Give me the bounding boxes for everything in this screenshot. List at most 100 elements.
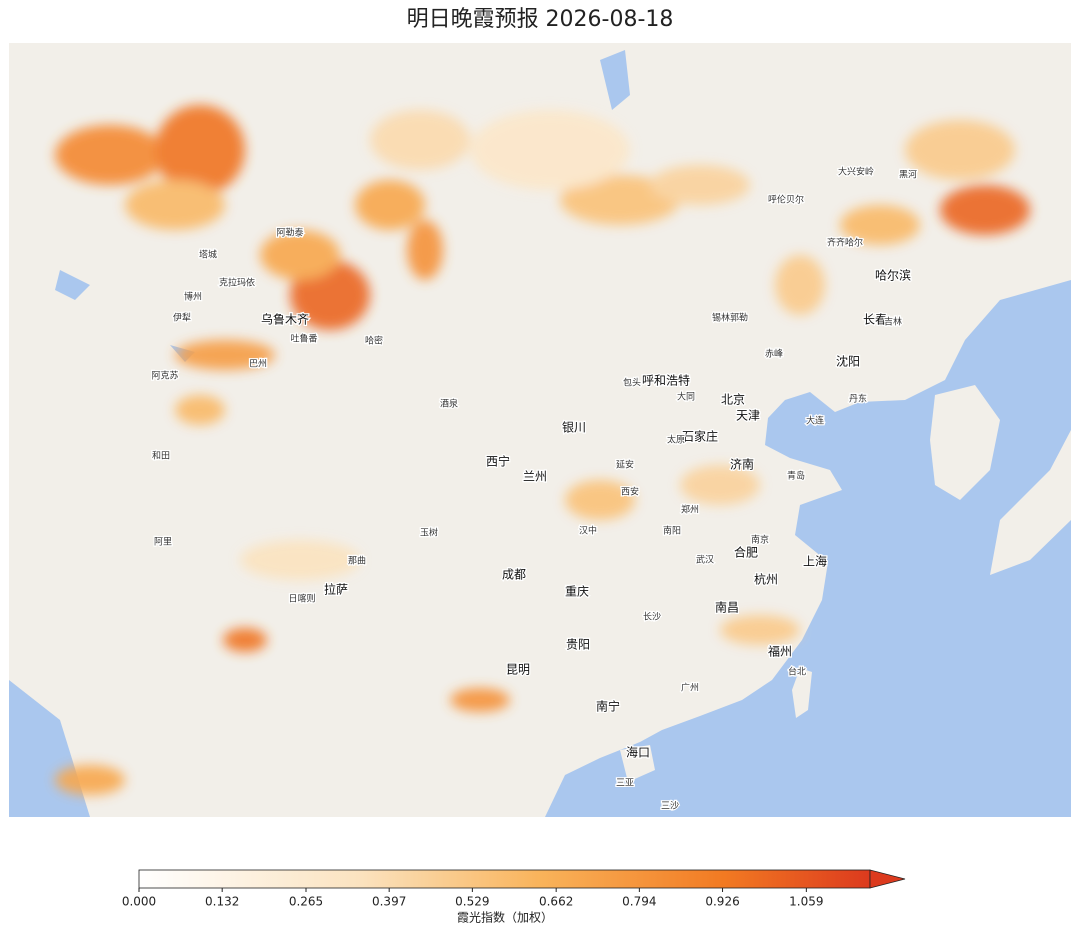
colorbar-tick-label: 1.059 xyxy=(789,895,823,909)
heat-cell xyxy=(355,180,425,230)
city-label: 锡林郭勒 xyxy=(712,312,748,324)
heat-cell xyxy=(260,230,340,280)
city-label: 哈密 xyxy=(365,335,383,347)
colorbar-tick-label: 0.529 xyxy=(455,895,489,909)
city-label: 拉萨 xyxy=(324,582,348,597)
city-label: 大兴安岭 xyxy=(838,166,874,178)
city-label: 吉林 xyxy=(884,316,902,328)
city-label: 包头 xyxy=(623,377,641,389)
city-label: 乌鲁木齐 xyxy=(261,312,309,327)
city-label: 哈尔滨 xyxy=(875,268,911,283)
city-label: 北京 xyxy=(721,393,745,407)
city-label: 重庆 xyxy=(565,585,589,599)
city-label: 合肥 xyxy=(734,545,758,560)
city-label: 沈阳 xyxy=(836,354,860,369)
city-label: 三亚 xyxy=(616,778,634,789)
city-label: 大同 xyxy=(677,391,695,403)
city-label: 汉中 xyxy=(579,525,597,537)
city-label: 台北 xyxy=(788,666,806,678)
city-label: 长沙 xyxy=(643,611,661,623)
heat-cell xyxy=(905,120,1015,180)
korea xyxy=(930,385,1000,500)
city-label: 福州 xyxy=(768,644,792,659)
heat-cell xyxy=(55,125,165,185)
city-label: 那曲 xyxy=(348,556,366,567)
heat-cell xyxy=(450,688,510,712)
city-label: 克拉玛依 xyxy=(219,277,255,289)
heat-cell xyxy=(560,175,680,225)
city-label: 上海 xyxy=(803,554,827,569)
city-label: 日喀则 xyxy=(288,593,315,605)
city-label: 成都 xyxy=(502,568,526,582)
city-label: 西安 xyxy=(621,486,639,498)
heat-cell xyxy=(680,465,760,505)
city-label: 呼和浩特 xyxy=(642,373,690,388)
hainan xyxy=(620,745,655,782)
title: 明日晚霞预报 2026-08-18 xyxy=(407,7,674,32)
city-label: 齐齐哈尔 xyxy=(827,237,863,249)
colorbar-tick-label: 0.662 xyxy=(539,895,573,909)
colorbar-tick-label: 0.000 xyxy=(122,895,156,909)
city-label: 丹东 xyxy=(849,393,867,405)
heat-cell xyxy=(370,110,470,170)
city-label: 南阳 xyxy=(663,525,681,537)
heat-cell xyxy=(565,480,635,520)
city-label: 昆明 xyxy=(506,663,530,677)
colorbar-tick-label: 0.132 xyxy=(205,895,239,909)
city-label: 阿克苏 xyxy=(151,370,178,382)
city-label: 巴州 xyxy=(249,359,267,370)
colorbar-tick-label: 0.265 xyxy=(289,895,323,909)
city-label: 太原 xyxy=(667,434,685,446)
city-label: 三沙 xyxy=(661,801,679,812)
city-label: 银川 xyxy=(562,421,586,435)
colorbar-tick-label: 0.397 xyxy=(372,895,406,909)
colorbar-tick-label: 0.926 xyxy=(705,895,739,909)
heat-cell xyxy=(175,340,275,370)
heat-cell xyxy=(155,105,245,195)
city-label: 海口 xyxy=(626,745,650,760)
city-label: 广州 xyxy=(681,682,699,694)
city-label: 贵阳 xyxy=(566,638,590,652)
heat-cell xyxy=(940,185,1030,235)
heat-layer xyxy=(55,105,1030,795)
heat-cell xyxy=(720,615,800,645)
city-label: 博州 xyxy=(184,291,202,303)
colorbar xyxy=(138,869,871,889)
city-label: 黑河 xyxy=(899,169,917,181)
city-label: 天津 xyxy=(736,409,760,423)
city-label: 武汉 xyxy=(696,554,714,566)
city-label: 大连 xyxy=(806,415,824,427)
heat-cell xyxy=(407,220,443,280)
colorbar-extend xyxy=(869,869,906,889)
city-label: 酒泉 xyxy=(440,398,458,410)
city-label: 济南 xyxy=(730,457,754,472)
city-label: 杭州 xyxy=(754,572,778,587)
colorbar-ticks: 0.000 0.132 0.265 0.397 0.529 0.662 0.794 0.926… xyxy=(122,888,824,909)
heat-cell xyxy=(125,180,225,230)
heat-cell xyxy=(240,540,360,580)
city-label: 玉树 xyxy=(420,527,438,539)
city-label: 南昌 xyxy=(715,600,739,615)
japan xyxy=(990,430,1071,575)
city-label: 青岛 xyxy=(787,470,805,482)
city-label: 伊犁 xyxy=(173,312,191,324)
city-label: 长春 xyxy=(863,313,887,327)
city-label: 石家庄 xyxy=(682,429,718,444)
heat-cell xyxy=(223,628,267,652)
colorbar-tick-label: 0.794 xyxy=(622,895,656,909)
city-label: 呼伦贝尔 xyxy=(768,194,804,206)
heat-cell xyxy=(470,110,630,190)
city-label: 郑州 xyxy=(681,504,699,516)
heat-cell xyxy=(650,165,750,205)
city-label: 南京 xyxy=(751,534,769,546)
colorbar-label: 霞光指数（加权） xyxy=(457,910,553,925)
city-label: 赤峰 xyxy=(765,349,783,360)
city-label: 西宁 xyxy=(486,454,510,469)
heat-cell xyxy=(175,395,225,425)
heat-cell xyxy=(55,765,125,795)
city-label: 延安 xyxy=(616,459,634,471)
heat-cell xyxy=(840,205,920,245)
city-label: 阿里 xyxy=(154,537,172,548)
